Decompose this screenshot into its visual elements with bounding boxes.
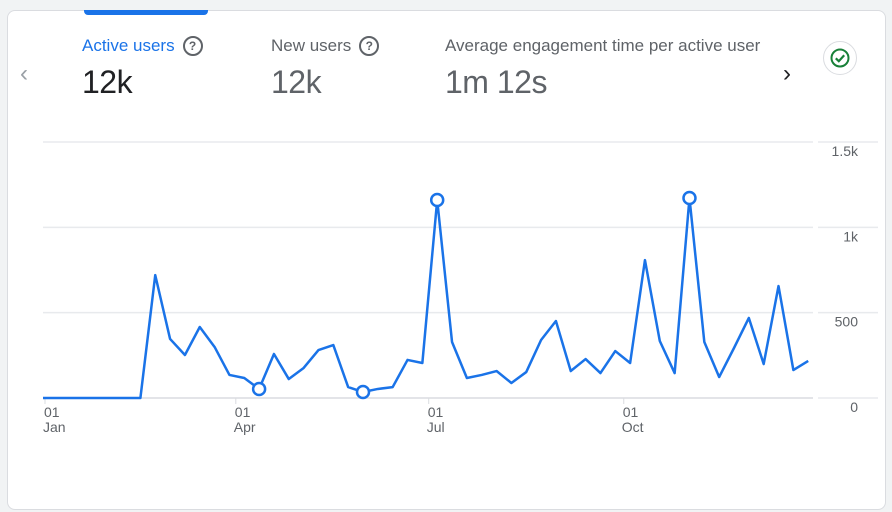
help-icon[interactable]: ? (182, 36, 203, 56)
x-tick-day-label: 01 (235, 404, 251, 420)
x-tick-month-label: Jul (427, 419, 445, 435)
y-tick-label: 500 (835, 314, 859, 330)
check-circle-icon (830, 48, 850, 68)
series-line-active-users (43, 196, 809, 400)
data-point-marker (682, 190, 697, 206)
x-tick-month-label: Apr (234, 419, 256, 435)
x-tick-month-label: Jan (43, 419, 66, 435)
y-tick-label: 1.5k (832, 143, 859, 159)
metric-value: 12k (82, 64, 133, 100)
insights-status-button[interactable] (823, 41, 857, 75)
data-point-marker (251, 381, 267, 397)
x-tick-day-label: 01 (44, 404, 60, 420)
data-point-marker (355, 384, 371, 400)
metric-label: New users (271, 36, 352, 55)
x-tick-day-label: 01 (623, 404, 639, 420)
metric-label: Average engagement time per active user (445, 36, 761, 55)
x-tick-month-label: Oct (622, 419, 644, 435)
y-tick-label: 0 (850, 399, 858, 415)
y-tick-label: 1k (843, 228, 859, 244)
metric-tab-new-users[interactable]: New users? 12k (271, 36, 380, 101)
next-metrics-button[interactable]: › (783, 60, 791, 87)
previous-metrics-button[interactable]: ‹ (20, 60, 28, 87)
metric-value: 1m 12s (445, 64, 547, 100)
data-point-marker (429, 192, 445, 208)
selected-tab-indicator (84, 10, 208, 15)
help-icon[interactable]: ? (359, 36, 380, 56)
x-tick-day-label: 01 (428, 404, 444, 420)
metric-label: Active users (82, 36, 175, 55)
metric-value: 12k (271, 64, 322, 100)
active-users-card (7, 10, 886, 510)
metric-tab-avg-engagement-time[interactable]: Average engagement time per active user … (445, 36, 767, 101)
metric-tab-active-users[interactable]: Active users? 12k (82, 36, 203, 101)
